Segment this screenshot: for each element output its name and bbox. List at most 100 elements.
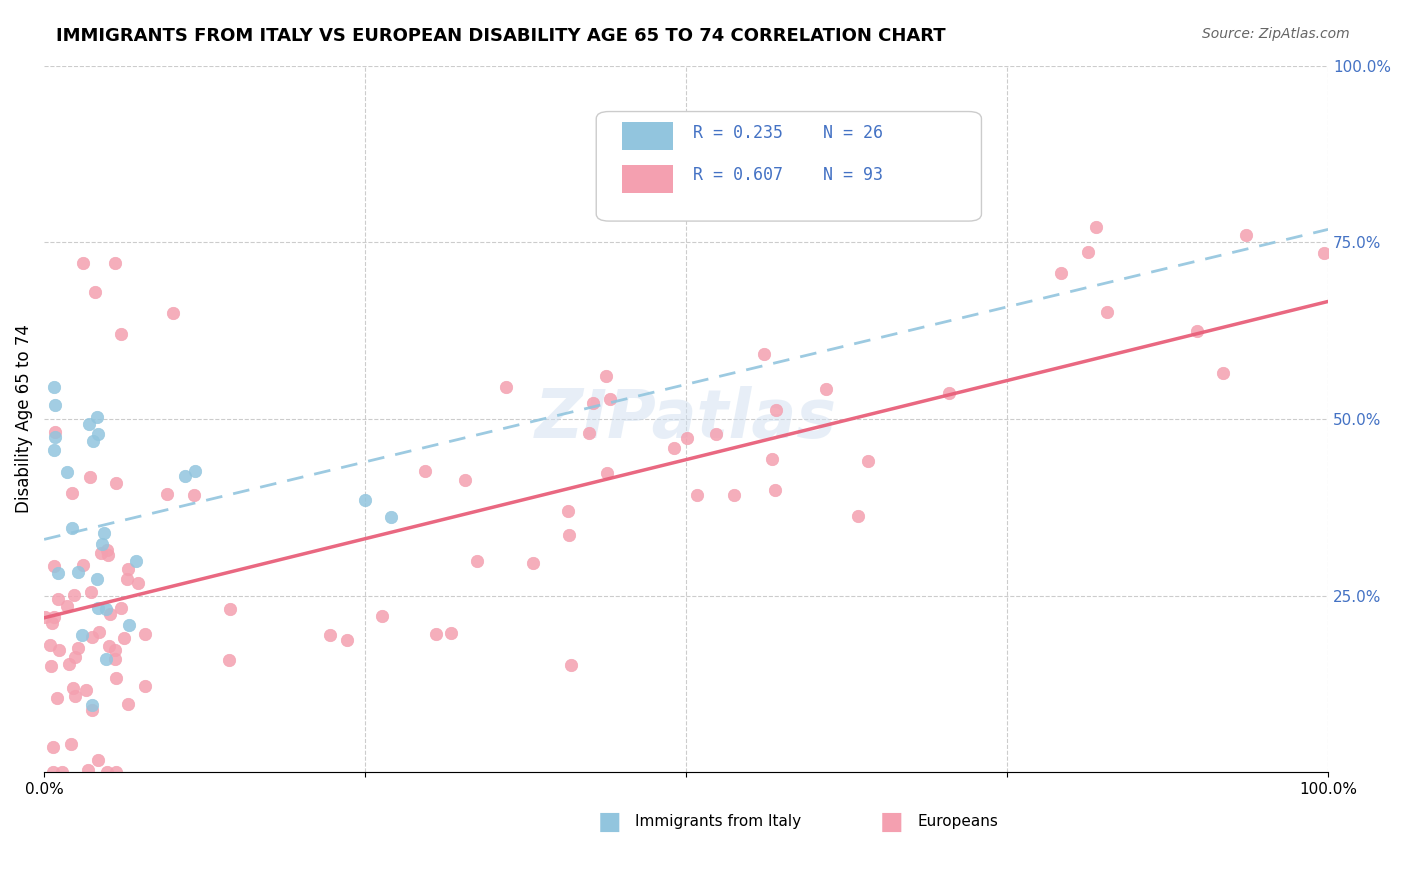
- Immigrants from Italy: [44, 430, 66, 444]
- Text: ZIPatlas: ZIPatlas: [536, 386, 837, 452]
- Europeans: [59, 738, 82, 752]
- Europeans: [80, 585, 103, 599]
- Europeans: [48, 643, 70, 657]
- Europeans: [763, 483, 786, 497]
- Europeans: [44, 425, 66, 439]
- Europeans: [1212, 367, 1234, 381]
- Europeans: [104, 765, 127, 780]
- Europeans: [219, 601, 242, 615]
- Text: Immigrants from Italy: Immigrants from Italy: [634, 814, 801, 830]
- Europeans: [439, 626, 461, 640]
- Bar: [621, 122, 673, 151]
- Europeans: [134, 679, 156, 693]
- Immigrants from Italy: [55, 466, 77, 480]
- Europeans: [752, 347, 775, 361]
- Europeans: [675, 431, 697, 445]
- Europeans: [41, 740, 63, 755]
- Europeans: [596, 466, 619, 480]
- Immigrants from Italy: [86, 409, 108, 424]
- Europeans: [218, 653, 240, 667]
- Immigrants from Italy: [44, 398, 66, 412]
- Europeans: [723, 488, 745, 502]
- Immigrants from Italy: [60, 521, 83, 535]
- Immigrants from Italy: [125, 553, 148, 567]
- Immigrants from Italy: [77, 417, 100, 432]
- Europeans: [183, 488, 205, 502]
- Text: ■: ■: [880, 810, 904, 834]
- FancyBboxPatch shape: [596, 112, 981, 221]
- Immigrants from Italy: [174, 469, 197, 483]
- Europeans: [112, 631, 135, 645]
- Europeans: [62, 681, 84, 695]
- Europeans: [63, 689, 86, 703]
- Europeans: [162, 306, 184, 320]
- Europeans: [110, 601, 132, 615]
- Europeans: [63, 588, 86, 602]
- Europeans: [56, 599, 79, 613]
- Europeans: [1187, 324, 1209, 338]
- Europeans: [42, 765, 65, 780]
- Europeans: [115, 572, 138, 586]
- Europeans: [34, 610, 56, 624]
- Europeans: [336, 633, 359, 648]
- Europeans: [105, 475, 128, 490]
- Europeans: [98, 640, 121, 654]
- Europeans: [522, 556, 544, 570]
- Immigrants from Italy: [94, 652, 117, 666]
- Text: R = 0.607    N = 93: R = 0.607 N = 93: [693, 166, 883, 184]
- Europeans: [413, 464, 436, 478]
- Europeans: [96, 543, 118, 558]
- Europeans: [82, 630, 104, 644]
- Europeans: [117, 562, 139, 576]
- Text: ■: ■: [598, 810, 621, 834]
- Europeans: [66, 640, 89, 655]
- Europeans: [318, 628, 340, 642]
- Europeans: [44, 559, 66, 574]
- Immigrants from Italy: [87, 600, 110, 615]
- Europeans: [846, 509, 869, 524]
- Immigrants from Italy: [82, 698, 104, 712]
- Europeans: [84, 285, 107, 299]
- Europeans: [90, 546, 112, 560]
- Bar: [621, 164, 673, 193]
- Europeans: [557, 504, 579, 518]
- Europeans: [1084, 220, 1107, 235]
- Immigrants from Italy: [70, 628, 93, 642]
- Europeans: [51, 765, 73, 780]
- Europeans: [104, 256, 127, 270]
- Europeans: [97, 549, 120, 563]
- Text: IMMIGRANTS FROM ITALY VS EUROPEAN DISABILITY AGE 65 TO 74 CORRELATION CHART: IMMIGRANTS FROM ITALY VS EUROPEAN DISABI…: [56, 27, 946, 45]
- Europeans: [60, 485, 83, 500]
- Europeans: [156, 487, 179, 501]
- Europeans: [75, 682, 97, 697]
- Europeans: [761, 452, 783, 467]
- Text: Europeans: Europeans: [917, 814, 998, 830]
- Europeans: [582, 396, 605, 410]
- Europeans: [77, 764, 100, 778]
- Europeans: [662, 441, 685, 455]
- Y-axis label: Disability Age 65 to 74: Disability Age 65 to 74: [15, 325, 32, 514]
- Text: R = 0.235    N = 26: R = 0.235 N = 26: [693, 124, 883, 142]
- Europeans: [42, 609, 65, 624]
- Immigrants from Italy: [42, 379, 65, 393]
- Text: Source: ZipAtlas.com: Source: ZipAtlas.com: [1202, 27, 1350, 41]
- Europeans: [79, 470, 101, 484]
- Europeans: [1049, 266, 1071, 280]
- Immigrants from Italy: [93, 526, 115, 541]
- Europeans: [938, 385, 960, 400]
- Europeans: [1313, 246, 1336, 260]
- Europeans: [1077, 245, 1099, 260]
- Immigrants from Italy: [82, 434, 104, 448]
- Europeans: [72, 256, 94, 270]
- Immigrants from Italy: [94, 602, 117, 616]
- Immigrants from Italy: [48, 566, 70, 581]
- Europeans: [41, 615, 63, 630]
- Europeans: [72, 558, 94, 572]
- Immigrants from Italy: [91, 537, 114, 551]
- Europeans: [96, 765, 118, 780]
- Europeans: [110, 327, 132, 342]
- Europeans: [856, 453, 879, 467]
- Europeans: [98, 607, 121, 622]
- Europeans: [560, 658, 582, 673]
- Immigrants from Italy: [86, 427, 108, 442]
